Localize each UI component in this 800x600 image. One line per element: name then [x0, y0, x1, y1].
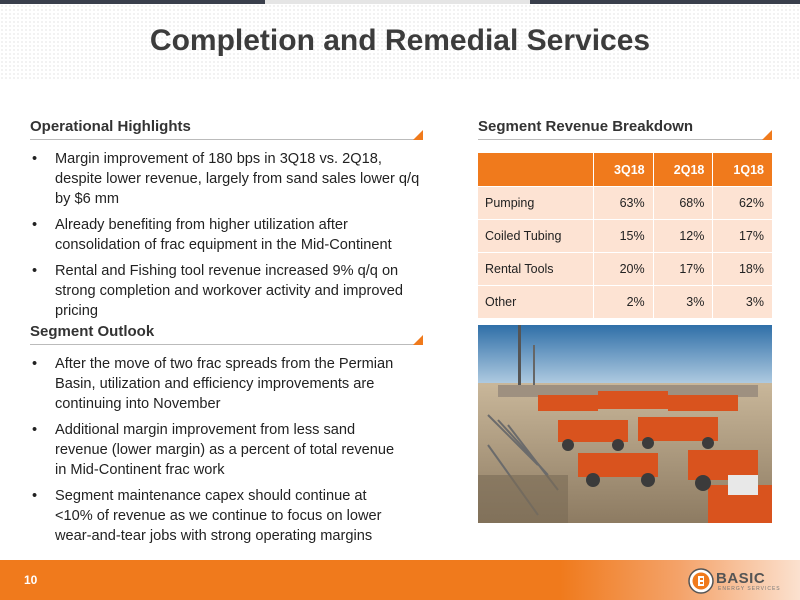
- table-row: Pumping 63% 68% 62%: [478, 186, 772, 220]
- heading-corner-triangle-icon: [413, 130, 423, 140]
- table-cell: 3%: [712, 285, 772, 318]
- company-logo: BASIC ENERGY SERVICES: [688, 566, 788, 596]
- column-header: 2Q18: [652, 153, 713, 187]
- table-cell: 3%: [652, 285, 713, 318]
- row-label: Other: [478, 285, 594, 318]
- revenue-breakdown-heading: Segment Revenue Breakdown: [478, 118, 772, 140]
- column-header: 1Q18: [712, 153, 772, 187]
- revenue-table: 3Q18 2Q18 1Q18 Pumping 63% 68% 62% Coile…: [478, 153, 772, 318]
- basic-logo-icon: [688, 568, 714, 594]
- table-cell: 20%: [592, 252, 654, 286]
- table-cell: 17%: [652, 252, 713, 286]
- table-cell: 12%: [652, 219, 713, 253]
- list-item: Margin improvement of 180 bps in 3Q18 vs…: [30, 149, 430, 209]
- row-label: Pumping: [478, 186, 594, 220]
- segment-outlook-list: After the move of two frac spreads from …: [30, 354, 400, 552]
- table-cell: 17%: [712, 219, 772, 253]
- frac-equipment-photo: [478, 325, 772, 523]
- heading-corner-triangle-icon: [413, 335, 423, 345]
- table-row: Other 2% 3% 3%: [478, 285, 772, 318]
- footer-bar: [0, 560, 800, 600]
- table-row: Coiled Tubing 15% 12% 17%: [478, 219, 772, 253]
- logo-tagline: ENERGY SERVICES: [718, 586, 781, 592]
- segment-outlook-label: Segment Outlook: [30, 323, 155, 340]
- list-item: Rental and Fishing tool revenue increase…: [30, 261, 430, 321]
- list-item: Additional margin improvement from less …: [30, 420, 400, 480]
- table-cell: 15%: [592, 219, 654, 253]
- table-cell: 2%: [592, 285, 654, 318]
- page-number: 10: [24, 573, 38, 587]
- segment-outlook-heading: Segment Outlook: [30, 323, 423, 345]
- frac-site-illustration: [478, 325, 772, 523]
- row-label: Coiled Tubing: [478, 219, 594, 253]
- table-row: Rental Tools 20% 17% 18%: [478, 252, 772, 286]
- list-item: Segment maintenance capex should continu…: [30, 486, 400, 546]
- row-label: Rental Tools: [478, 252, 594, 286]
- table-cell: 68%: [652, 186, 713, 220]
- column-header: 3Q18: [592, 153, 654, 187]
- operational-highlights-label: Operational Highlights: [30, 118, 191, 135]
- operational-highlights-heading: Operational Highlights: [30, 118, 423, 140]
- logo-wordmark: BASIC: [716, 570, 766, 587]
- revenue-breakdown-label: Segment Revenue Breakdown: [478, 118, 694, 135]
- table-cell: 18%: [712, 252, 772, 286]
- heading-corner-triangle-icon: [762, 130, 772, 140]
- operational-highlights-list: Margin improvement of 180 bps in 3Q18 vs…: [30, 149, 430, 327]
- list-item: Already benefiting from higher utilizati…: [30, 215, 430, 255]
- slide-title: Completion and Remedial Services: [149, 24, 651, 57]
- table-cell: 63%: [592, 186, 654, 220]
- table-header-row: 3Q18 2Q18 1Q18: [478, 153, 772, 187]
- top-bar-accent: [265, 0, 530, 4]
- header-band: [0, 4, 800, 80]
- table-corner-cell: [478, 153, 594, 187]
- list-item: After the move of two frac spreads from …: [30, 354, 400, 414]
- table-cell: 62%: [712, 186, 772, 220]
